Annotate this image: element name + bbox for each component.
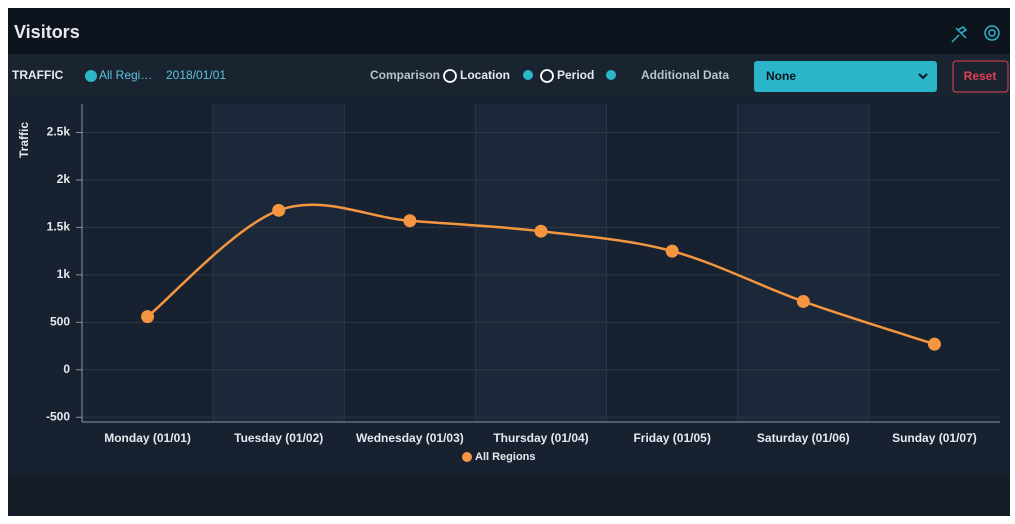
data-point — [403, 214, 417, 228]
legend-label: All Regions — [475, 451, 536, 463]
radio[interactable] — [443, 69, 457, 83]
radio[interactable] — [540, 69, 554, 83]
band-shade — [475, 104, 607, 422]
gear-icon[interactable] — [523, 70, 533, 80]
reset-label[interactable]: Reset — [964, 69, 997, 83]
y-axis-label: Traffic — [17, 122, 31, 158]
additional-label: Additional Data — [641, 68, 729, 82]
widget-title: Visitors — [14, 22, 80, 42]
y-tick-label: 500 — [50, 315, 70, 329]
select-value[interactable]: None — [766, 69, 796, 83]
data-point — [141, 310, 155, 324]
y-tick-label: 1.5k — [47, 220, 71, 234]
data-point — [927, 337, 941, 351]
chevron — [918, 73, 928, 80]
x-tick-label: Friday (01/05) — [633, 431, 710, 445]
x-tick-label: Sunday (01/07) — [892, 431, 977, 445]
y-tick-label: 2.5k — [47, 125, 71, 139]
settings-icon[interactable] — [984, 25, 1000, 41]
option-label[interactable]: Period — [557, 68, 594, 82]
x-tick-label: Thursday (01/04) — [493, 431, 588, 445]
pin-icon[interactable] — [951, 26, 968, 43]
y-tick-label: 2k — [57, 172, 71, 186]
gear-icon[interactable] — [606, 70, 616, 80]
region-label[interactable]: All Regi… — [99, 68, 152, 82]
y-tick-label: -500 — [46, 409, 70, 423]
band-shade — [737, 104, 869, 422]
option-label[interactable]: Location — [460, 68, 510, 82]
comparison-label: Comparison — [370, 68, 440, 82]
data-point — [665, 244, 679, 258]
y-tick-label: 0 — [63, 362, 70, 376]
x-tick-label: Tuesday (01/02) — [234, 431, 323, 445]
x-tick-label: Wednesday (01/03) — [356, 431, 464, 445]
metric-label: TRAFFIC — [12, 68, 64, 82]
header-bar — [8, 8, 1010, 54]
date-label[interactable]: 2018/01/01 — [166, 68, 226, 82]
data-point — [534, 224, 548, 238]
reset-button[interactable] — [952, 60, 1009, 93]
select-box[interactable] — [754, 61, 937, 92]
data-point — [796, 294, 810, 308]
legend-swatch — [462, 452, 472, 462]
x-tick-label: Monday (01/01) — [104, 431, 191, 445]
y-tick-label: 1k — [57, 267, 71, 281]
band-shade — [213, 104, 345, 422]
data-point — [272, 203, 286, 217]
x-tick-label: Saturday (01/06) — [757, 431, 850, 445]
info-icon[interactable] — [85, 70, 97, 82]
